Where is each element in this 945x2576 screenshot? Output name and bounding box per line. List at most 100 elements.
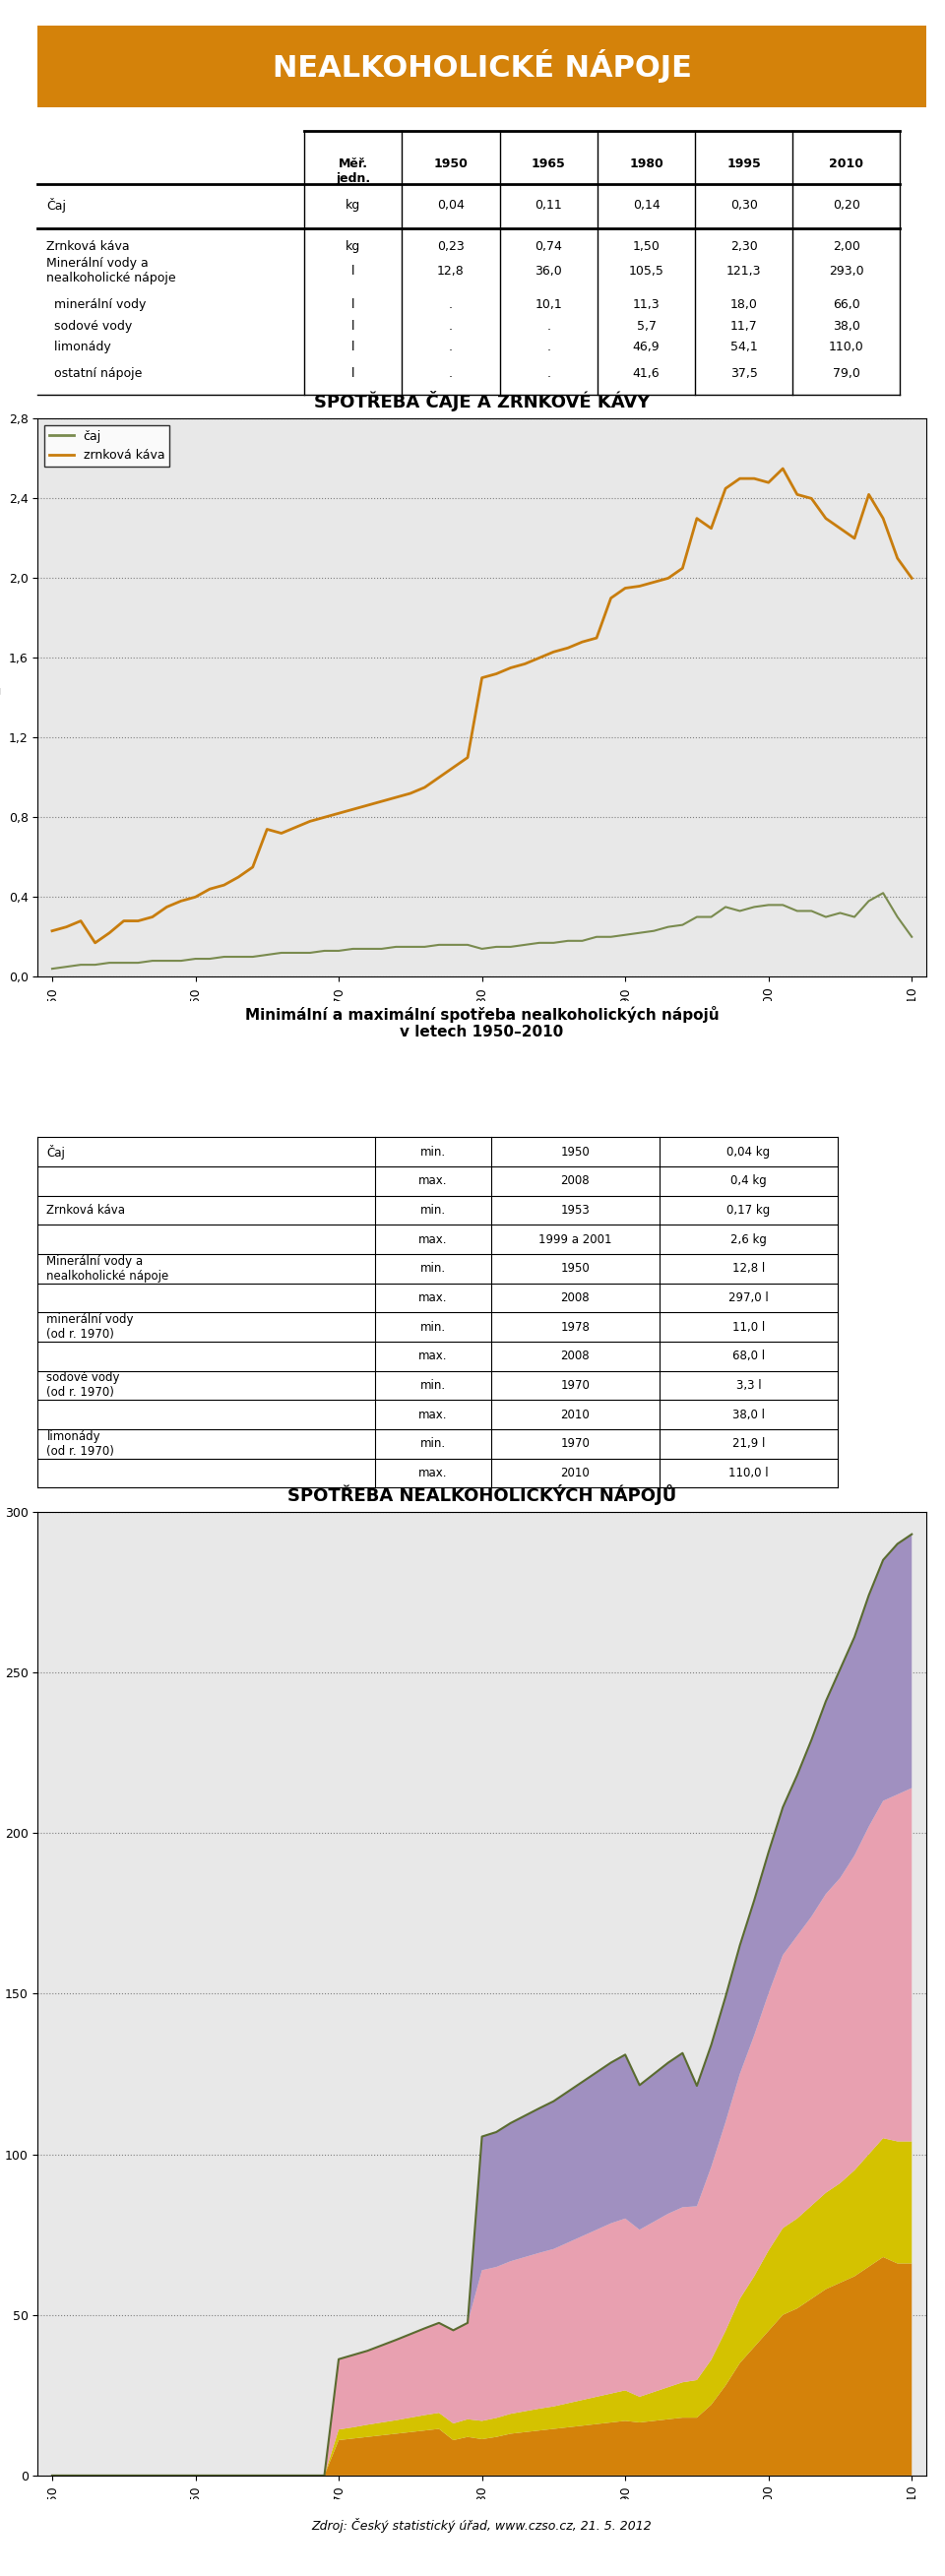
Text: 297,0 l: 297,0 l	[729, 1291, 768, 1303]
Text: sodové vody: sodové vody	[46, 319, 132, 332]
Text: 11,7: 11,7	[730, 319, 758, 332]
čaj	[792, 896, 803, 927]
Text: 1970: 1970	[560, 1437, 590, 1450]
Text: Měř.
jedn.: Měř. jedn.	[335, 157, 370, 185]
Text: min.: min.	[421, 1262, 446, 1275]
Line: zrnková káva: zrnková káva	[52, 469, 912, 943]
Text: 12,8: 12,8	[438, 265, 465, 278]
Text: 41,6: 41,6	[633, 368, 660, 381]
zrnková káva	[820, 502, 832, 533]
Legend: čaj, zrnková káva: čaj, zrnková káva	[44, 425, 169, 466]
Text: 2010: 2010	[560, 1409, 590, 1422]
Text: 79,0: 79,0	[833, 368, 860, 381]
Text: 10,1: 10,1	[535, 299, 562, 312]
Text: 105,5: 105,5	[628, 265, 664, 278]
zrnková káva	[777, 453, 788, 484]
Text: 0,17 kg: 0,17 kg	[727, 1203, 770, 1216]
Text: max.: max.	[419, 1291, 448, 1303]
Text: l: l	[352, 299, 355, 312]
Text: max.: max.	[419, 1350, 448, 1363]
Text: 1953: 1953	[560, 1203, 590, 1216]
čaj	[562, 925, 574, 956]
Text: .: .	[449, 299, 453, 312]
Line: čaj: čaj	[52, 894, 912, 969]
Y-axis label: kg: kg	[0, 685, 3, 698]
Text: 0,11: 0,11	[535, 198, 562, 211]
Text: .: .	[546, 368, 551, 381]
Text: max.: max.	[419, 1175, 448, 1188]
Text: 0,4 kg: 0,4 kg	[730, 1175, 766, 1188]
Text: min.: min.	[421, 1321, 446, 1334]
Text: 1980: 1980	[629, 157, 663, 170]
Text: Čaj: Čaj	[46, 198, 66, 211]
Text: max.: max.	[419, 1466, 448, 1479]
Text: 2008: 2008	[560, 1175, 590, 1188]
čaj	[505, 933, 516, 963]
Text: 11,0 l: 11,0 l	[732, 1321, 765, 1334]
Text: l: l	[352, 340, 355, 353]
Text: 2010: 2010	[560, 1466, 590, 1479]
Text: 121,3: 121,3	[727, 265, 762, 278]
Text: min.: min.	[421, 1146, 446, 1159]
Text: 11,3: 11,3	[633, 299, 660, 312]
Text: Minimální a maximální spotřeba nealkoholických nápojů
v letech 1950–2010: Minimální a maximální spotřeba nealkohol…	[245, 1005, 719, 1041]
Text: 1999 a 2001: 1999 a 2001	[539, 1234, 612, 1247]
Text: 2,6 kg: 2,6 kg	[730, 1234, 766, 1247]
Text: max.: max.	[419, 1409, 448, 1422]
Text: Minerální vody a
nealkoholické nápoje: Minerální vody a nealkoholické nápoje	[46, 258, 177, 283]
Text: 2008: 2008	[560, 1291, 590, 1303]
Text: 5,7: 5,7	[636, 319, 656, 332]
Text: minerální vody
(od r. 1970): minerální vody (od r. 1970)	[46, 1314, 134, 1340]
zrnková káva	[232, 860, 244, 891]
Text: limonády
(od r. 1970): limonády (od r. 1970)	[46, 1430, 114, 1458]
Text: .: .	[546, 340, 551, 353]
Text: 1950: 1950	[434, 157, 468, 170]
Text: 12,8 l: 12,8 l	[732, 1262, 765, 1275]
Title: SPOTŘEBA NEALKOHOLICKÝCH NÁPOJŮ: SPOTŘEBA NEALKOHOLICKÝCH NÁPOJŮ	[287, 1484, 677, 1504]
zrnková káva	[262, 814, 273, 845]
Text: l: l	[352, 319, 355, 332]
Text: 2010: 2010	[829, 157, 864, 170]
zrnková káva	[906, 562, 918, 592]
Text: 1978: 1978	[560, 1321, 590, 1334]
čaj	[46, 953, 58, 984]
zrnková káva	[519, 649, 530, 680]
Text: .: .	[449, 368, 453, 381]
Text: Zdroj: Český statistický úřad, www.czso.cz, 21. 5. 2012: Zdroj: Český statistický úřad, www.czso.…	[312, 2517, 652, 2532]
Text: 110,0 l: 110,0 l	[729, 1466, 768, 1479]
Text: 0,23: 0,23	[438, 240, 465, 252]
Text: NEALKOHOLICKÉ NÁPOJE: NEALKOHOLICKÉ NÁPOJE	[272, 49, 692, 82]
Text: 0,74: 0,74	[535, 240, 562, 252]
Text: max.: max.	[419, 1234, 448, 1247]
Text: 21,9 l: 21,9 l	[732, 1437, 765, 1450]
Text: 66,0: 66,0	[833, 299, 860, 312]
Text: 1950: 1950	[560, 1262, 590, 1275]
Text: 36,0: 36,0	[535, 265, 562, 278]
zrnková káva	[576, 626, 588, 657]
Text: Minerální vody a
nealkoholické nápoje: Minerální vody a nealkoholické nápoje	[46, 1255, 169, 1283]
Text: min.: min.	[421, 1203, 446, 1216]
Text: kg: kg	[346, 240, 361, 252]
Text: .: .	[449, 319, 453, 332]
čaj	[348, 933, 359, 963]
Text: 0,04: 0,04	[438, 198, 465, 211]
Text: 38,0 l: 38,0 l	[732, 1409, 765, 1422]
Text: 0,20: 0,20	[833, 198, 860, 211]
Text: min.: min.	[421, 1378, 446, 1391]
Text: 1995: 1995	[727, 157, 761, 170]
zrnková káva	[46, 914, 58, 945]
zrnková káva	[362, 791, 373, 822]
Text: 0,30: 0,30	[730, 198, 758, 211]
Text: l: l	[352, 368, 355, 381]
čaj	[247, 940, 258, 971]
Title: SPOTŘEBA ČAJE A ZRNKOVÉ KÁVY: SPOTŘEBA ČAJE A ZRNKOVÉ KÁVY	[314, 392, 650, 412]
Text: 110,0: 110,0	[829, 340, 864, 353]
Text: Zrnková káva: Zrnková káva	[46, 240, 130, 252]
Text: sodové vody
(od r. 1970): sodové vody (od r. 1970)	[46, 1370, 120, 1399]
Text: 2008: 2008	[560, 1350, 590, 1363]
Text: 1965: 1965	[531, 157, 566, 170]
Text: 2,30: 2,30	[730, 240, 758, 252]
čaj	[906, 922, 918, 953]
Text: Zrnková káva: Zrnková káva	[46, 1203, 126, 1216]
Text: Čaj: Čaj	[46, 1144, 65, 1159]
